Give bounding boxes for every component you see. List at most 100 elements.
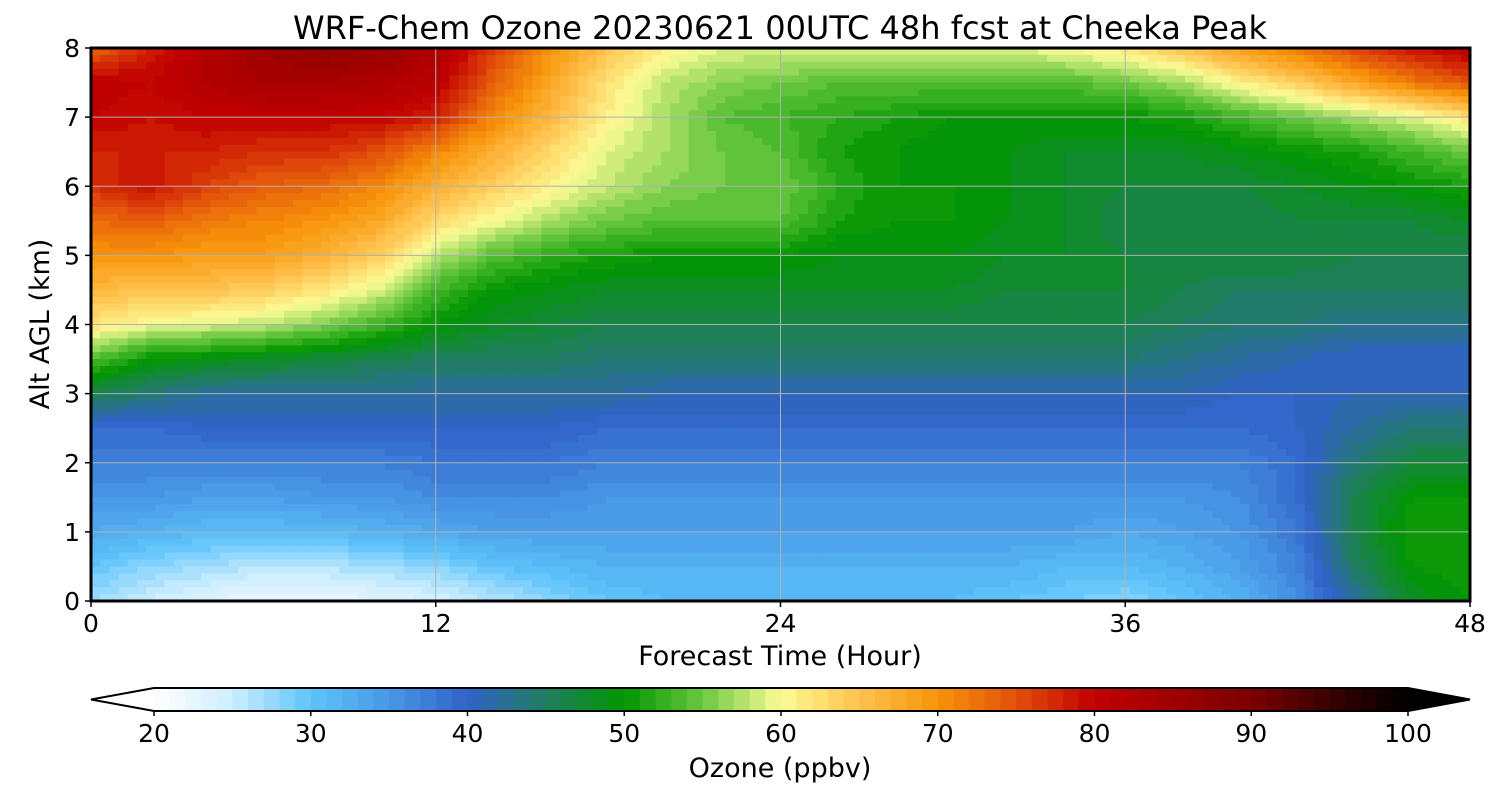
contour-cell	[1111, 234, 1122, 243]
contour-cell	[550, 54, 561, 63]
contour-cell	[1074, 206, 1085, 215]
contour-cell	[633, 151, 644, 160]
contour-cell	[1074, 124, 1085, 132]
contour-cell	[532, 48, 543, 56]
contour-cell	[688, 144, 699, 153]
contour-cell	[136, 54, 147, 63]
contour-cell	[982, 227, 993, 236]
contour-cell	[1267, 54, 1278, 63]
contour-cell	[1065, 158, 1076, 167]
contour-cell	[734, 241, 745, 250]
contour-cell	[734, 186, 745, 194]
contour-cell	[964, 89, 975, 97]
contour-cell	[808, 103, 818, 111]
contour-cell	[541, 262, 552, 270]
contour-cell	[1286, 75, 1296, 84]
contour-cell	[734, 255, 745, 263]
contour-cell	[1102, 193, 1113, 201]
contour-cell	[762, 206, 772, 215]
contour-cell	[1295, 206, 1306, 215]
contour-cell	[1451, 200, 1462, 208]
contour-cell	[256, 124, 267, 132]
contour-cell	[587, 193, 598, 201]
contour-cell	[1249, 255, 1260, 263]
contour-cell	[109, 96, 120, 104]
contour-cell	[798, 269, 809, 277]
contour-cell	[697, 165, 708, 174]
contour-cell	[1396, 151, 1407, 160]
contour-cell	[1037, 172, 1048, 180]
contour-cell	[596, 110, 607, 118]
contour-cell	[559, 255, 570, 263]
contour-cell	[1313, 262, 1324, 270]
contour-cell	[863, 151, 874, 160]
contour-cell	[274, 165, 285, 174]
contour-cell	[210, 117, 221, 125]
contour-cell	[467, 117, 478, 125]
contour-cell	[697, 117, 708, 125]
contour-cell	[1414, 165, 1425, 174]
contour-cell	[1460, 151, 1471, 160]
contour-cell	[633, 124, 644, 132]
contour-cell	[1139, 206, 1149, 215]
contour-cell	[1267, 255, 1278, 263]
contour-cell	[256, 255, 267, 263]
contour-cell	[844, 262, 855, 270]
contour-cell	[569, 54, 579, 63]
contour-cell	[1304, 89, 1315, 97]
contour-cell	[909, 220, 919, 229]
contour-cell	[366, 193, 377, 201]
contour-cell	[1212, 151, 1223, 160]
contour-cell	[440, 200, 451, 208]
contour-cell	[835, 117, 846, 125]
contour-cell	[890, 68, 901, 77]
contour-cell	[513, 241, 524, 250]
contour-cell	[559, 96, 570, 104]
contour-cell	[1341, 220, 1352, 229]
contour-cell	[1028, 103, 1039, 111]
contour-cell	[1230, 137, 1241, 146]
contour-cell	[872, 241, 883, 250]
contour-cell	[624, 193, 634, 201]
contour-cell	[1230, 200, 1241, 208]
contour-cell	[909, 269, 919, 277]
contour-cell	[1332, 158, 1342, 167]
contour-cell	[339, 179, 350, 187]
contour-cell	[789, 220, 800, 229]
contour-cell	[1414, 117, 1425, 125]
contour-cell	[1378, 48, 1388, 56]
contour-cell	[808, 200, 818, 208]
contour-cell	[1442, 82, 1453, 91]
contour-cell	[1433, 158, 1444, 167]
contour-cell	[1396, 130, 1407, 139]
contour-cell	[412, 158, 423, 167]
contour-cell	[127, 48, 138, 56]
contour-cell	[1295, 227, 1306, 236]
contour-cell	[1405, 124, 1416, 132]
contour-cell	[403, 227, 414, 236]
contour-cell	[991, 179, 1002, 187]
contour-cell	[1396, 158, 1407, 167]
contour-cell	[991, 262, 1002, 270]
contour-cell	[1424, 158, 1434, 167]
contour-cell	[1359, 186, 1370, 194]
contour-cell	[651, 179, 662, 187]
contour-cell	[1194, 206, 1204, 215]
contour-cell	[725, 200, 736, 208]
contour-cell	[1322, 227, 1333, 236]
contour-cell	[762, 186, 772, 194]
contour-cell	[964, 75, 975, 84]
contour-cell	[743, 61, 754, 70]
contour-cell	[228, 82, 239, 91]
contour-cell	[1387, 262, 1398, 270]
contour-cell	[302, 151, 313, 160]
contour-cell	[1359, 68, 1370, 77]
contour-cell	[651, 172, 662, 180]
contour-cell	[210, 269, 221, 277]
contour-cell	[385, 61, 395, 70]
contour-cell	[615, 248, 625, 256]
contour-cell	[1433, 110, 1444, 118]
contour-cell	[477, 96, 487, 104]
contour-cell	[596, 96, 607, 104]
contour-cell	[1185, 206, 1195, 215]
